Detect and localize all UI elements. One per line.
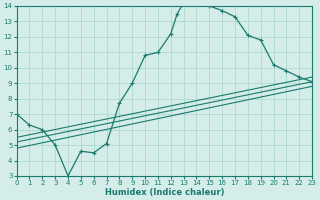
X-axis label: Humidex (Indice chaleur): Humidex (Indice chaleur) (105, 188, 224, 197)
